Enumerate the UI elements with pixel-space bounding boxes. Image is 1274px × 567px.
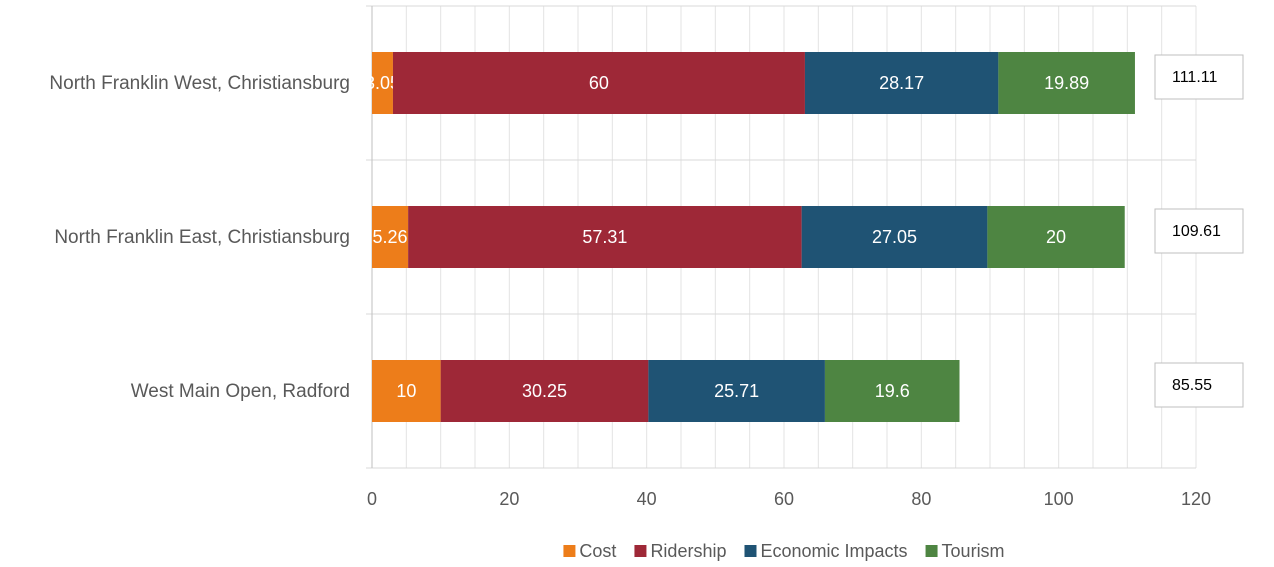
total-labels: 111.11 109.61 85.55	[1154, 54, 1244, 408]
legend-item-ridership: Ridership	[634, 541, 726, 561]
bar-value-label: 57.31	[582, 227, 627, 247]
legend-label: Ridership	[650, 541, 726, 561]
x-tick-label: 80	[911, 489, 931, 509]
x-tick-label: 60	[774, 489, 794, 509]
category-label: North Franklin West, Christiansburg	[49, 73, 350, 94]
bar-cost	[372, 52, 393, 114]
bar-value-label: 20	[1046, 227, 1066, 247]
total-label: 85.55	[1172, 377, 1212, 394]
legend: Cost Ridership Economic Impacts Tourism	[563, 541, 1005, 561]
x-tick-label: 120	[1181, 489, 1211, 509]
category-label: West Main Open, Radford	[131, 381, 350, 402]
bar-cost	[372, 206, 409, 268]
x-tick-label: 100	[1044, 489, 1074, 509]
bar-value-label: 28.17	[879, 73, 924, 93]
total-box	[1154, 362, 1244, 408]
bar-tourism	[824, 360, 960, 422]
bar-value-label: 10	[396, 381, 416, 401]
bar-value-label: 19.6	[875, 381, 910, 401]
legend-label: Cost	[579, 541, 616, 561]
bar-value-label: 30.25	[522, 381, 567, 401]
bar-cost	[372, 360, 441, 422]
legend-swatch	[563, 545, 576, 557]
x-tick-label: 40	[637, 489, 657, 509]
legend-label: Tourism	[942, 541, 1005, 561]
bar-value-label: 5.26	[373, 227, 408, 247]
total-box	[1154, 208, 1244, 254]
category-separators	[366, 5, 1196, 469]
bar-ridership	[408, 206, 802, 268]
bar-value-label: 19.89	[1044, 73, 1089, 93]
total-label: 111.11	[1172, 69, 1217, 86]
bar-economic-impacts	[804, 52, 999, 114]
x-tick-label: 0	[367, 489, 377, 509]
bar-ridership	[392, 52, 805, 114]
category-label: North Franklin East, Christiansburg	[54, 227, 350, 248]
legend-label: Economic Impacts	[760, 541, 907, 561]
legend-swatch	[634, 545, 647, 557]
bar-value-label: 3.05	[365, 73, 400, 93]
x-tick-label: 20	[499, 489, 519, 509]
total-label: 109.61	[1172, 223, 1221, 240]
bar-economic-impacts	[648, 360, 825, 422]
bar-tourism	[998, 52, 1135, 114]
bars: 3.05 60 28.17 19.89 5.26 57.31 27.05 20 10 30.25 2…	[365, 52, 1135, 422]
legend-swatch	[925, 545, 938, 557]
bar-ridership	[440, 360, 649, 422]
legend-item-economic-impacts: Economic Impacts	[744, 541, 908, 561]
bar-value-label: 27.05	[872, 227, 917, 247]
legend-item-tourism: Tourism	[925, 541, 1005, 561]
bar-tourism	[987, 206, 1125, 268]
category-labels: North Franklin West, Christiansburg North…	[49, 73, 350, 402]
total-box	[1154, 54, 1244, 100]
legend-item-cost: Cost	[563, 541, 616, 561]
bar-value-label: 60	[589, 73, 609, 93]
bar-value-label: 25.71	[714, 381, 759, 401]
legend-swatch	[744, 545, 757, 557]
bar-economic-impacts	[801, 206, 988, 268]
